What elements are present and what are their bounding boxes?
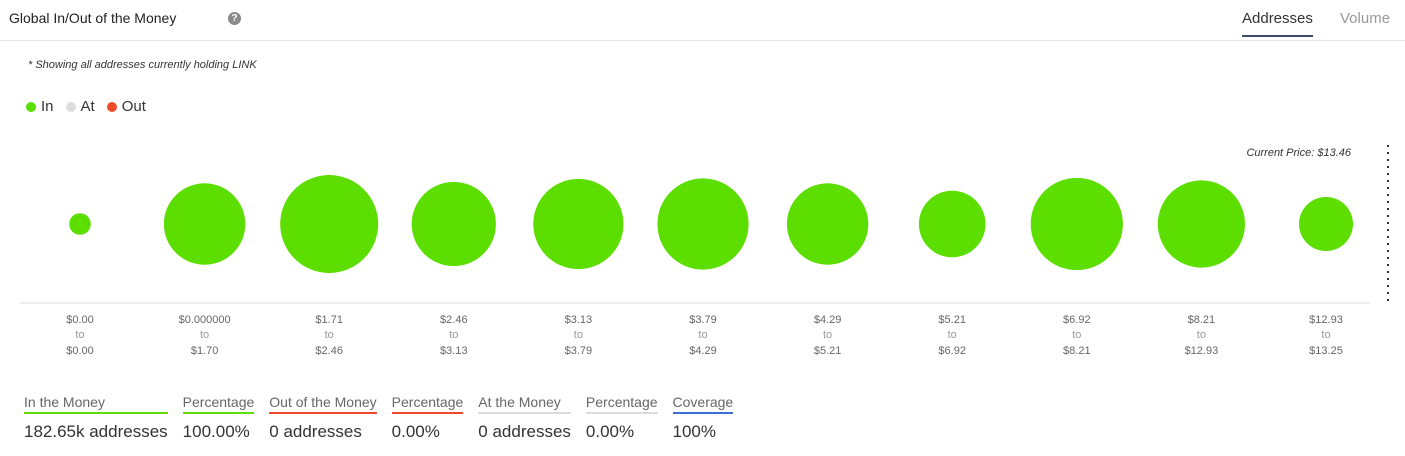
tick-label-to: to [75,329,84,341]
tick-label-from: $12.93 [1309,314,1343,326]
tick-label-to: to [1072,329,1081,341]
current-price-label: Current Price: $13.46 [1246,147,1351,159]
tick-label-to: to [200,329,209,341]
stat-value: 0 addresses [269,422,362,441]
bubble [786,183,869,265]
tick-label-to: to [1197,329,1206,341]
bubble [411,181,496,267]
question-icon[interactable]: ? [228,12,241,25]
stat-label: Out of the Money [269,394,377,414]
stat-label: In the Money [24,394,168,414]
stat-value: 100.00% [182,422,250,441]
bubble [918,190,986,258]
legend-in-label: In [41,98,54,115]
legend-item-at[interactable]: At [65,98,95,115]
tick-label-from: $0.000000 [179,314,231,326]
tick-label-until: $3.79 [565,345,593,357]
bubble [657,178,749,270]
stat-out-percentage: Percentage 0.00% [391,394,464,442]
tick-label-to: to [1321,329,1330,341]
bubble [1030,177,1123,271]
stat-label: Percentage [391,394,464,414]
tick-label-to: to [948,329,957,341]
tick-label-from: $2.46 [440,314,468,326]
tick-label-to: to [325,329,334,341]
tick-label-to: to [574,329,583,341]
stat-label: Coverage [672,394,734,414]
tick-label-from: $4.29 [814,314,842,326]
legend: In At Out [26,98,146,115]
bubble [1299,197,1353,251]
stat-value: 100% [672,422,716,441]
tick-label-until: $13.25 [1309,345,1343,357]
tick-label-from: $6.92 [1063,314,1091,326]
stat-value: 0 addresses [478,422,571,441]
legend-out-dot [106,101,117,112]
stat-in-the-money: In the Money 182.65k addresses [24,394,168,442]
stat-value: 182.65k addresses [24,422,168,441]
legend-at-label: At [80,98,95,115]
tick-label-from: $8.21 [1188,314,1216,326]
legend-item-in[interactable]: In [26,98,54,115]
bubble [69,213,91,235]
legend-item-out[interactable]: Out [106,98,146,115]
legend-out-label: Out [121,98,146,115]
tick-label-until: $6.92 [938,345,966,357]
tick-label-from: $1.71 [315,314,343,326]
stat-out-of-the-money: Out of the Money 0 addresses [269,394,377,442]
tick-label-until: $8.21 [1063,345,1091,357]
tab-addresses[interactable]: Addresses [1242,10,1313,37]
summary-stats: In the Money 182.65k addresses Percentag… [24,394,748,442]
tick-label-until: $2.46 [315,345,343,357]
tick-label-until: $0.00 [66,345,94,357]
stat-at-percentage: Percentage 0.00% [585,394,658,442]
tick-label-to: to [698,329,707,341]
stat-label: Percentage [585,394,658,414]
tick-label-to: to [449,329,458,341]
stat-value: 0.00% [585,422,635,441]
tick-label-until: $12.93 [1185,345,1219,357]
legend-at-dot [65,101,76,112]
tick-label-from: $5.21 [938,314,966,326]
tick-label-until: $3.13 [440,345,468,357]
stat-in-percentage: Percentage 100.00% [182,394,255,442]
bubble [280,175,379,273]
widget-title: Global In/Out of the Money [9,10,177,26]
bubble [1157,180,1245,268]
tick-label-until: $1.70 [191,345,219,357]
stat-label: Percentage [182,394,255,414]
legend-in-dot [26,101,36,112]
stat-at-the-money: At the Money 0 addresses [478,394,571,442]
tick-label-until: $5.21 [814,345,842,357]
holding-note: * Showing all addresses currently holdin… [28,59,257,71]
in-out-money-chart: Current Price: $13.46 $0.00 to $0.00 $0.0000… [20,145,1389,357]
widget-header: Global In/Out of the Money ? Addresses V… [0,0,1405,41]
stat-value: 0.00% [391,422,440,441]
stat-coverage: Coverage 100% [672,394,734,442]
bubble [163,183,246,265]
tick-label-until: $4.29 [689,345,717,357]
tick-label-from: $3.79 [689,314,717,326]
stat-label: At the Money [478,394,571,414]
tick-label-from: $3.13 [565,314,593,326]
tab-volume[interactable]: Volume [1340,10,1391,27]
tick-label-from: $0.00 [66,314,94,326]
tick-label-to: to [823,329,832,341]
bubble [533,178,624,270]
